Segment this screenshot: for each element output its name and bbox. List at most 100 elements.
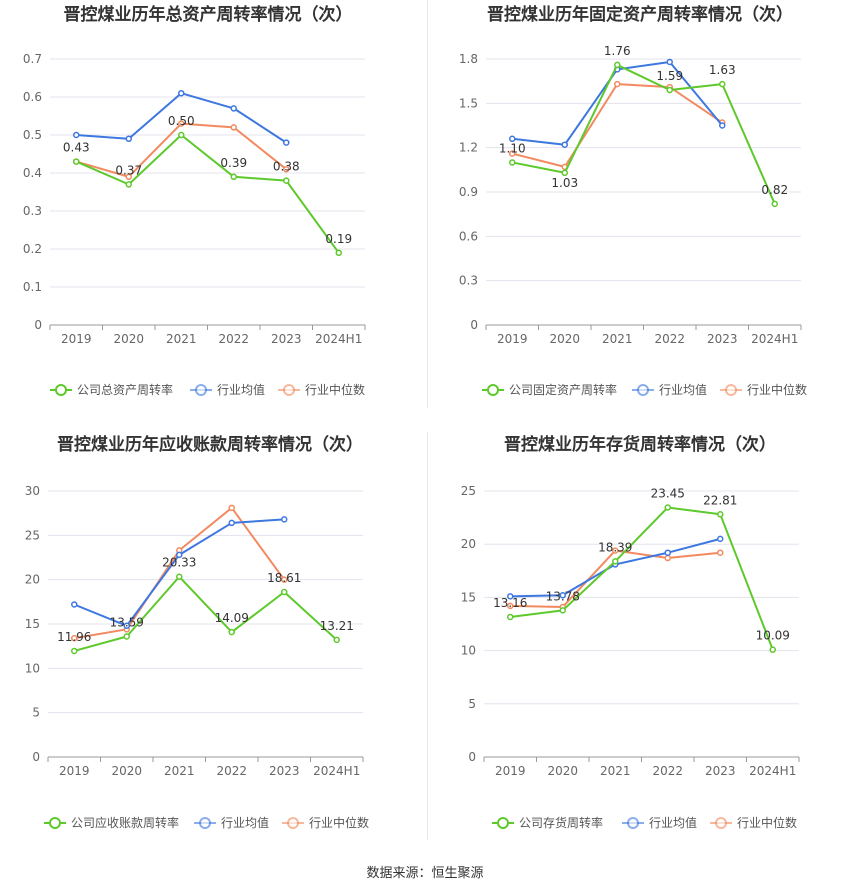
x-tick-label: 2022 — [654, 332, 685, 346]
data-label: 0.19 — [325, 232, 352, 246]
company-legend-marker — [49, 817, 61, 829]
data-label: 1.63 — [709, 63, 736, 77]
y-tick-label: 0.9 — [459, 185, 478, 199]
company-line — [510, 506, 774, 651]
y-tick-label: 5 — [468, 697, 476, 711]
industry-average-point — [507, 593, 514, 600]
data-label: 0.82 — [761, 183, 788, 197]
data-label: 11.96 — [57, 630, 91, 644]
receivables-turnover-chart: 晋控煤业历年应收账款周转率情况（次） 0 5 10 15 20 25 30 2019 2020 20… — [25, 434, 369, 830]
company-point — [769, 646, 776, 653]
company-point — [283, 177, 290, 184]
industry-median-point — [614, 80, 621, 88]
company-legend-marker — [55, 384, 67, 396]
data-label: 22.81 — [703, 493, 737, 507]
industry-average-point — [664, 549, 671, 556]
industry-average-point — [228, 519, 235, 527]
company-point — [228, 628, 235, 636]
y-tick-label: 15 — [25, 617, 40, 631]
data-label: 0.39 — [220, 156, 247, 170]
y-tick-label: 1.8 — [459, 52, 478, 66]
chart-title: 晋控煤业历年存货周转率情况（次） — [504, 434, 776, 455]
industry-average-legend-label: 行业均值 — [649, 815, 697, 830]
industry-average-point — [717, 535, 724, 543]
x-tick-label: 2021 — [164, 764, 195, 778]
industry-median-legend-label: 行业中位数 — [309, 815, 369, 830]
industry-median-line — [512, 83, 723, 168]
data-label: 10.09 — [756, 629, 790, 643]
y-tick-label: 0 — [468, 750, 476, 764]
company-point — [507, 613, 514, 621]
x-tick-label: 2023 — [269, 764, 300, 778]
industry-average-point — [666, 58, 673, 66]
industry-median-point — [228, 504, 235, 512]
industry-median-line — [74, 506, 286, 640]
y-tick-label: 0.4 — [23, 166, 42, 180]
industry-median-legend-marker — [283, 384, 295, 396]
y-tick-label: 0.1 — [23, 280, 42, 294]
company-point — [230, 173, 237, 181]
x-tick-label: 2021 — [600, 764, 631, 778]
industry-median-point — [230, 124, 237, 131]
industry-average-point — [71, 601, 78, 608]
industry-median-legend-marker — [715, 817, 727, 829]
y-tick-label: 0 — [32, 750, 40, 764]
company-legend-label: 公司总资产周转率 — [77, 382, 173, 397]
data-label: 1.59 — [656, 69, 683, 83]
vertical-divider — [427, 0, 428, 408]
vertical-divider-lower — [427, 432, 428, 840]
y-tick-label: 0.6 — [459, 229, 478, 243]
y-tick-label: 0.7 — [23, 52, 42, 66]
y-tick-label: 5 — [32, 706, 40, 720]
industry-median-point — [125, 173, 132, 181]
company-legend-label: 公司固定资产周转率 — [509, 382, 617, 397]
y-tick-label: 10 — [461, 644, 476, 658]
company-point — [123, 633, 130, 640]
x-tick-label: 2021 — [602, 332, 633, 346]
industry-average-point — [73, 131, 80, 139]
total-asset-turnover-chart: 晋控煤业历年总资产周转率情况（次） 0 0.1 0.2 0.3 0.4 0.5 0.6 0.7 2… — [23, 4, 366, 397]
company-point — [612, 558, 619, 565]
y-tick-label: 0 — [470, 318, 478, 332]
x-tick-label: 2020 — [111, 764, 142, 778]
industry-average-point — [719, 122, 726, 129]
y-tick-label: 10 — [25, 661, 40, 675]
industry-average-point — [283, 139, 290, 146]
x-tick-label: 2024H1 — [751, 332, 798, 346]
industry-median-point — [664, 554, 671, 562]
industry-median-point — [717, 549, 724, 556]
inventory-turnover-chart: 晋控煤业历年存货周转率情况（次） 0 5 10 15 20 25 2019 2020 2021 20… — [461, 434, 800, 830]
company-point — [73, 158, 80, 165]
industry-median-point — [283, 165, 290, 173]
y-tick-label: 30 — [25, 484, 40, 498]
x-tick-label: 2019 — [497, 332, 528, 346]
data-label: 18.39 — [598, 540, 632, 554]
company-point — [664, 504, 671, 511]
x-tick-label: 2022 — [216, 764, 247, 778]
x-tick-label: 2019 — [495, 764, 526, 778]
industry-median-point — [71, 634, 78, 642]
industry-median-legend-label: 行业中位数 — [305, 382, 365, 397]
company-line — [75, 134, 340, 254]
company-point — [717, 511, 724, 518]
x-tick-label: 2022 — [652, 764, 683, 778]
y-tick-label: 1.2 — [459, 141, 478, 155]
company-legend-label: 公司应收账款周转率 — [71, 815, 179, 830]
industry-average-point — [559, 592, 566, 599]
x-tick-label: 2021 — [166, 332, 197, 346]
industry-median-legend-marker — [725, 384, 737, 396]
y-tick-label: 15 — [461, 590, 476, 604]
x-tick-label: 2022 — [218, 332, 249, 346]
x-tick-label: 2023 — [705, 764, 736, 778]
industry-average-legend-marker — [195, 384, 207, 396]
y-tick-label: 0.6 — [23, 90, 42, 104]
data-label: 18.61 — [267, 571, 301, 585]
data-label: 1.76 — [604, 44, 631, 58]
company-line — [73, 575, 338, 652]
y-tick-label: 0.3 — [459, 274, 478, 288]
data-label: 0.43 — [63, 141, 90, 155]
data-label: 0.37 — [115, 163, 142, 177]
chart-title: 晋控煤业历年固定资产周转率情况（次） — [487, 4, 793, 25]
x-tick-label: 2023 — [707, 332, 738, 346]
